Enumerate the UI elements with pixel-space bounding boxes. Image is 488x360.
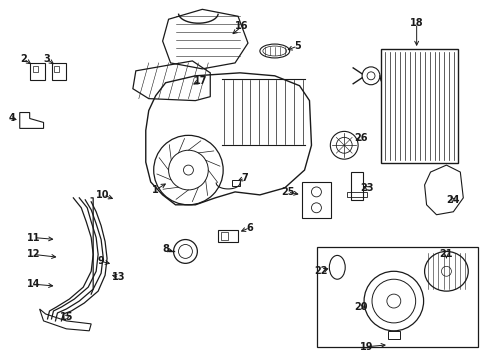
Text: 2: 2 [20,54,27,64]
Text: 25: 25 [280,187,294,197]
Bar [317,247,477,347]
Text: 17: 17 [193,76,207,86]
Bar [346,192,366,197]
Text: 4: 4 [8,113,15,123]
Text: 11: 11 [27,233,41,243]
Text: 23: 23 [360,183,373,193]
Bar [218,230,238,242]
Text: 21: 21 [439,249,452,260]
Text: 13: 13 [112,272,125,282]
Text: 19: 19 [360,342,373,352]
Text: 3: 3 [43,54,50,64]
Bar [232,180,240,186]
Text: 10: 10 [96,190,110,200]
Bar [51,63,66,80]
Text: 8: 8 [162,244,169,255]
Text: 5: 5 [294,41,300,51]
Text: 15: 15 [60,312,73,322]
Text: 14: 14 [27,279,41,289]
Text: 18: 18 [409,18,423,28]
Text: 7: 7 [241,173,248,183]
Bar [30,63,44,80]
Bar [380,49,457,163]
Text: 1: 1 [152,185,159,195]
Text: 16: 16 [235,21,248,31]
Text: 24: 24 [446,195,459,205]
Text: 6: 6 [246,222,253,233]
Bar [387,331,399,339]
Bar [221,231,228,239]
Text: 20: 20 [354,302,367,312]
Bar [301,182,331,218]
Text: 22: 22 [314,266,327,276]
Text: 26: 26 [354,133,367,143]
Bar [350,172,362,200]
Bar [54,66,60,72]
Text: 9: 9 [98,256,104,266]
Bar [33,66,38,72]
Text: 12: 12 [27,249,41,260]
